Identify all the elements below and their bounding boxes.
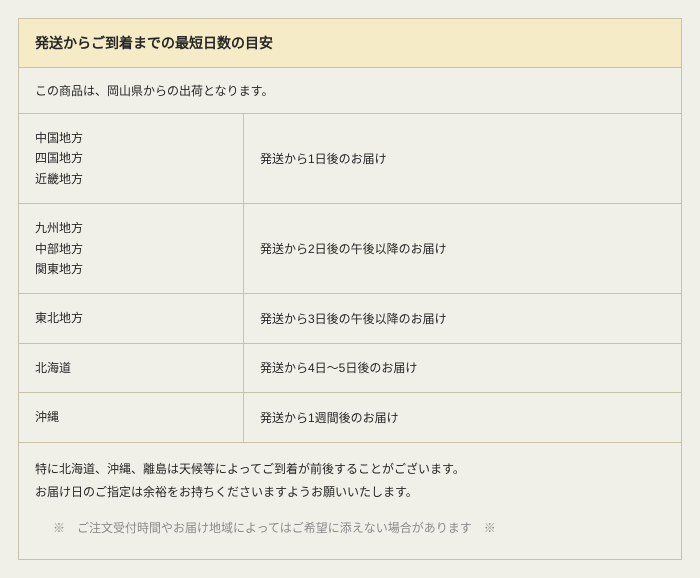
table-row: 中国地方四国地方近畿地方発送から1日後のお届け <box>19 114 681 204</box>
delivery-cell: 発送から3日後の午後以降のお届け <box>244 294 681 342</box>
region-name: 東北地方 <box>35 308 227 328</box>
shipping-info-table: 発送からご到着までの最短日数の目安 この商品は、岡山県からの出荷となります。 中… <box>18 18 682 560</box>
region-name: 中国地方 <box>35 128 227 148</box>
region-cell: 東北地方 <box>19 294 244 342</box>
delivery-cell: 発送から1週間後のお届け <box>244 393 681 441</box>
region-name: 近畿地方 <box>35 169 227 189</box>
region-cell: 中国地方四国地方近畿地方 <box>19 114 244 203</box>
table-row: 九州地方中部地方関東地方発送から2日後の午後以降のお届け <box>19 204 681 294</box>
notes-section: 特に北海道、沖縄、離島は天候等によってご到着が前後することがございます。 お届け… <box>19 443 681 560</box>
region-name: 北海道 <box>35 358 227 378</box>
region-name: 九州地方 <box>35 218 227 238</box>
delivery-cell: 発送から4日～5日後のお届け <box>244 344 681 392</box>
region-cell: 沖縄 <box>19 393 244 441</box>
note-asterisk: ※ ご注文受付時間やお届け地域によってはご希望に添えない場合があります ※ <box>35 518 665 540</box>
table-title: 発送からご到着までの最短日数の目安 <box>35 33 665 53</box>
region-cell: 北海道 <box>19 344 244 392</box>
delivery-cell: 発送から2日後の午後以降のお届け <box>244 204 681 293</box>
region-name: 関東地方 <box>35 259 227 279</box>
delivery-cell: 発送から1日後のお届け <box>244 114 681 203</box>
note-line-1: 特に北海道、沖縄、離島は天候等によってご到着が前後することがございます。 <box>35 459 665 481</box>
table-header: 発送からご到着までの最短日数の目安 <box>19 19 681 68</box>
table-row: 北海道発送から4日～5日後のお届け <box>19 344 681 393</box>
table-row: 沖縄発送から1週間後のお届け <box>19 393 681 442</box>
note-line-2: お届け日のご指定は余裕をお持ちくださいますようお願いいたします。 <box>35 482 665 504</box>
intro-text: この商品は、岡山県からの出荷となります。 <box>19 68 681 114</box>
region-cell: 九州地方中部地方関東地方 <box>19 204 244 293</box>
region-name: 中部地方 <box>35 239 227 259</box>
region-name: 四国地方 <box>35 148 227 168</box>
region-name: 沖縄 <box>35 407 227 427</box>
table-row: 東北地方発送から3日後の午後以降のお届け <box>19 294 681 343</box>
